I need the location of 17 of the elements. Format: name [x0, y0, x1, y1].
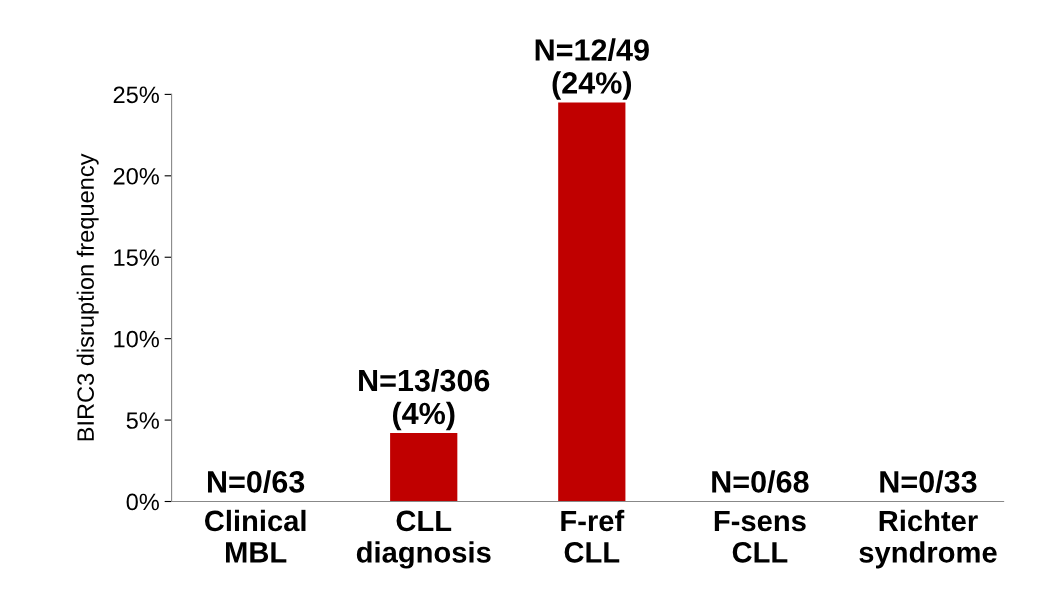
- data-label: N=12/49 (24%): [535, 38, 649, 100]
- y-tick-label: 20%: [113, 167, 159, 185]
- y-axis-title: BIRC3 disruption frequency: [76, 153, 99, 441]
- x-tick-label: F-ref CLL: [561, 509, 625, 563]
- x-tick-label: Clinical MBL: [204, 509, 306, 563]
- data-label: N=0/63: [208, 470, 305, 493]
- data-label: N=13/306 (4%): [359, 368, 490, 431]
- x-tick-label: CLL diagnosis: [356, 510, 491, 569]
- y-tick-label: 15%: [114, 249, 159, 267]
- x-tick-label: Richter syndrome: [859, 509, 997, 569]
- y-tick-label: 0%: [126, 493, 159, 511]
- y-tick-label: 25%: [113, 86, 159, 104]
- data-label: N=0/33: [880, 470, 977, 493]
- y-tick-label: 10%: [114, 330, 159, 348]
- data-label: N=0/68: [712, 470, 809, 493]
- x-tick-label: F-sens CLL: [714, 510, 806, 563]
- y-tick-label: 5%: [126, 412, 159, 429]
